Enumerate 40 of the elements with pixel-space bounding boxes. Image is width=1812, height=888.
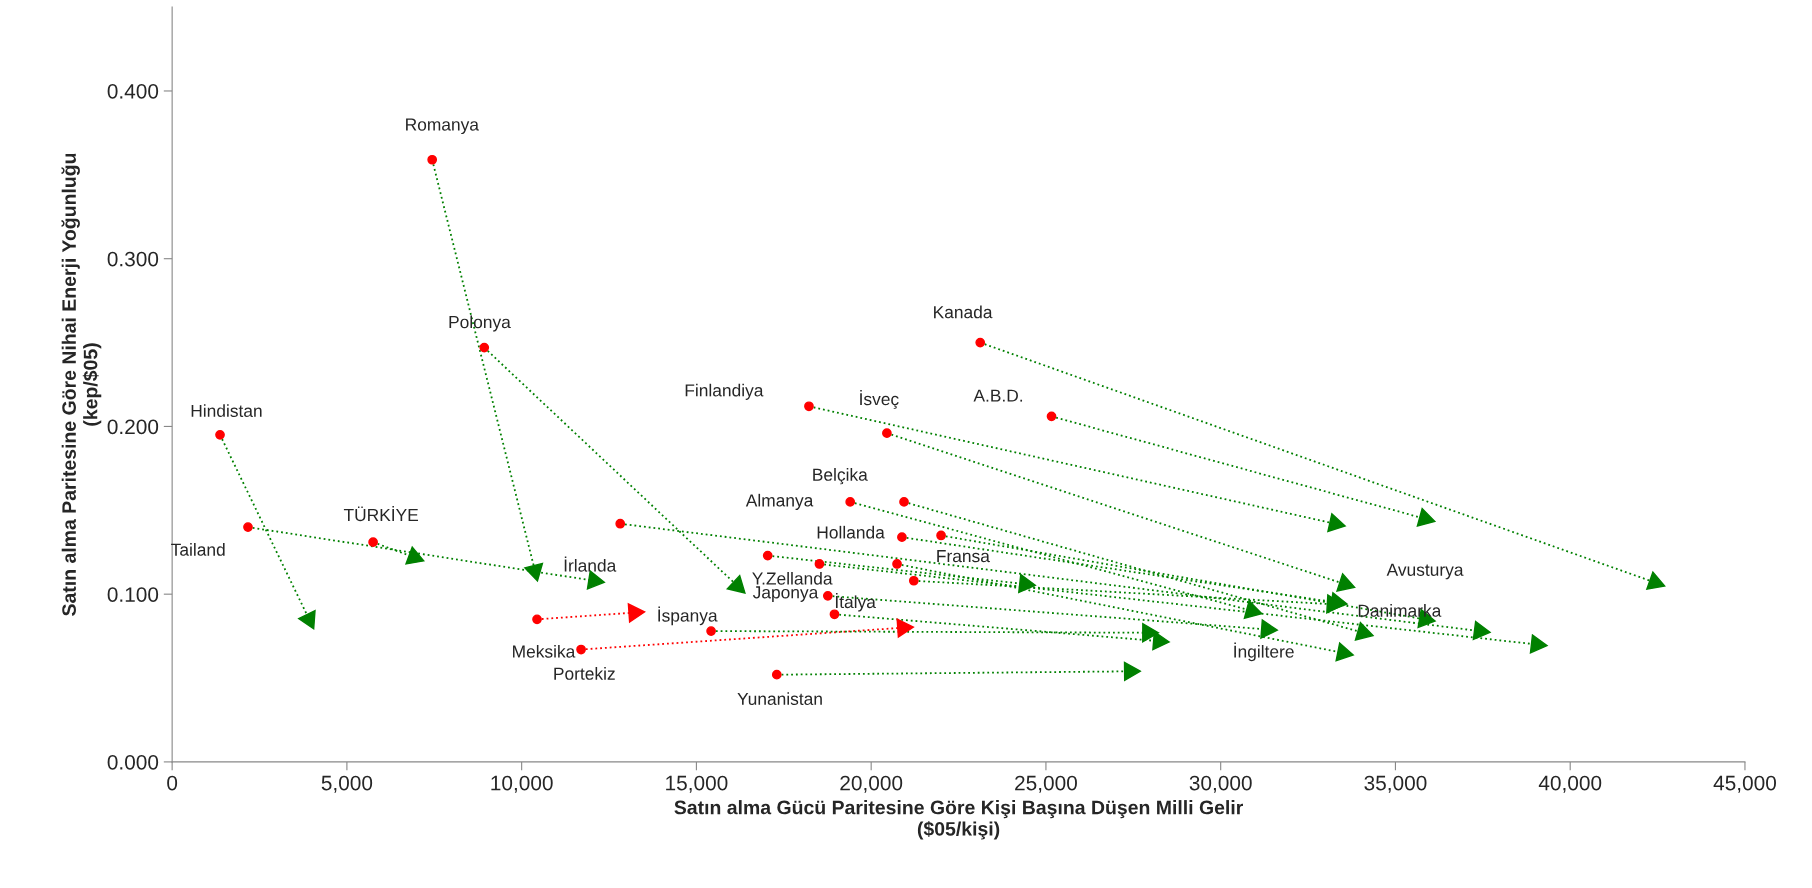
annotation: Yunanistan	[737, 692, 822, 706]
annotation: Polonya	[449, 315, 511, 332]
annotation: İsveç	[860, 390, 899, 409]
y-tick-label: 0.300	[107, 251, 159, 267]
annotation: Fransa	[937, 550, 990, 563]
annotation: A.B.D.	[973, 389, 1023, 402]
annotation: Belçika	[813, 468, 868, 485]
annotation: Tailand	[171, 543, 225, 556]
x-tick-label: 20,000	[840, 775, 903, 793]
x-axis-title: Satın alma Gücü Paritesine Göre Kişi Başına Düşen Milli Gelir ($05/kişi)	[674, 800, 1244, 840]
y-tick-label: 0.400	[107, 83, 159, 99]
annotation: İspanya	[658, 606, 718, 626]
annotation: TÜRKİYE	[343, 505, 419, 522]
x-tick-label: 10,000	[491, 775, 553, 793]
annotation: Hollanda	[817, 525, 885, 539]
annotation: İrlanda	[564, 556, 617, 572]
annotation: Hindistan	[191, 404, 262, 418]
x-tick-label: 35,000	[1364, 775, 1427, 793]
annotation: Finlandiya	[685, 383, 764, 400]
annotation: Almanya	[745, 493, 814, 511]
annotation: Meksika	[513, 644, 576, 658]
x-tick-label: 0	[167, 775, 178, 791]
annotation: Japonya	[752, 586, 819, 602]
y-axis-title: Satın alma Paritesine Göre Nihai Enerji Yoğunluğu (kep/$05)	[61, 153, 102, 616]
y-tick-label: 0.100	[107, 587, 159, 602]
x-tick-label: 5,000	[321, 775, 373, 793]
annotation: Y.Zellanda	[752, 571, 833, 585]
x-tick-label: 15,000	[666, 775, 728, 793]
y-tick-label: 0.200	[107, 419, 159, 435]
x-tick-label: 45,000	[1713, 775, 1776, 793]
x-tick-label: 30,000	[1189, 775, 1252, 793]
annotation: Avusturya	[1386, 563, 1464, 580]
annotation: Portekiz	[554, 667, 615, 680]
annotation: Kanada	[934, 305, 993, 319]
x-tick-label: 40,000	[1538, 775, 1602, 793]
y-tick-label: 0.000	[107, 754, 159, 770]
annotation: Romanya	[406, 118, 479, 135]
annotation: İtalya	[835, 592, 876, 612]
x-tick-label: 25,000	[1015, 775, 1077, 793]
annotation: İngiltere	[1234, 642, 1294, 662]
